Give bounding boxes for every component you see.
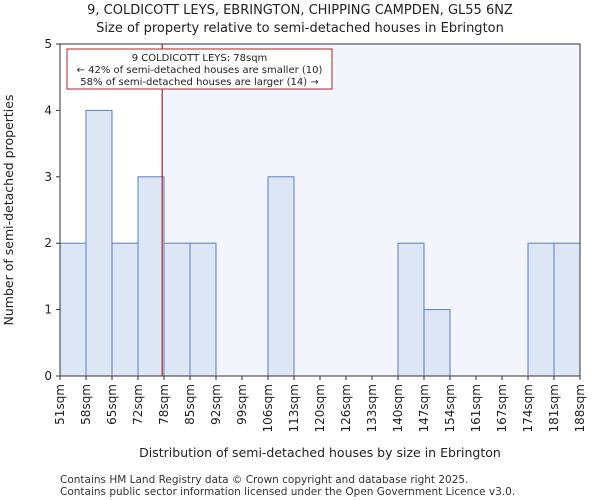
histogram-bar xyxy=(111,242,139,377)
histogram-bar xyxy=(397,242,425,377)
x-tick-label: 140sqm xyxy=(391,384,405,432)
annotation-box xyxy=(66,48,333,90)
x-tick-label: 58sqm xyxy=(79,384,93,425)
x-tick-label: 126sqm xyxy=(339,384,353,432)
x-tick-label: 113sqm xyxy=(287,384,301,432)
annotation-smaller: ← 42% of semi-detached houses are smalle… xyxy=(77,65,323,76)
histogram-bar xyxy=(85,109,113,377)
x-tick-label: 167sqm xyxy=(495,384,509,432)
x-tick-label: 85sqm xyxy=(183,384,197,425)
x-tick-label: 92sqm xyxy=(209,384,223,425)
annotation-larger: 58% of semi-detached houses are larger (… xyxy=(80,77,318,88)
x-tick-label: 99sqm xyxy=(235,384,249,425)
x-tick-label: 106sqm xyxy=(261,384,275,432)
x-tick-label: 120sqm xyxy=(313,384,327,432)
histogram-bar xyxy=(553,242,581,377)
histogram-bar xyxy=(59,242,87,377)
histogram-bar xyxy=(527,242,555,377)
x-axis-label: Distribution of semi-detached houses by … xyxy=(139,445,501,460)
y-tick-label: 3 xyxy=(44,170,52,184)
x-tick-label: 154sqm xyxy=(443,384,457,432)
histogram-bar xyxy=(137,176,165,377)
y-tick-label: 0 xyxy=(44,369,52,383)
x-tick-label: 133sqm xyxy=(365,384,379,432)
larger-region-shading xyxy=(162,44,580,376)
x-tick-label: 65sqm xyxy=(105,384,119,425)
x-tick-label: 72sqm xyxy=(131,384,145,425)
chart-subtitle: Size of property relative to semi-detach… xyxy=(96,21,504,36)
y-tick-label: 5 xyxy=(44,37,52,51)
x-tick-label: 174sqm xyxy=(521,384,535,432)
x-tick-label: 147sqm xyxy=(417,384,431,432)
histogram-bar xyxy=(189,242,217,377)
y-tick-label: 1 xyxy=(44,303,52,317)
histogram-bar xyxy=(423,309,451,377)
copyright-footer: Contains HM Land Registry data © Crown c… xyxy=(60,474,469,486)
x-tick-label: 51sqm xyxy=(53,384,67,425)
chart-title: 9, COLDICOTT LEYS, EBRINGTON, CHIPPING C… xyxy=(87,3,513,18)
y-axis-label: Number of semi-detached properties xyxy=(1,95,16,326)
y-tick-label: 4 xyxy=(44,103,52,117)
y-tick-label: 2 xyxy=(44,236,52,250)
x-tick-label: 181sqm xyxy=(547,384,561,432)
annotation-title: 9 COLDICOTT LEYS: 78sqm xyxy=(132,53,268,64)
licence-footer: Contains public sector information licen… xyxy=(60,486,516,498)
x-tick-label: 188sqm xyxy=(573,384,587,432)
x-tick-label: 161sqm xyxy=(469,384,483,432)
histogram-bar xyxy=(163,242,191,377)
histogram-bar xyxy=(267,176,295,377)
x-tick-label: 78sqm xyxy=(157,384,171,425)
